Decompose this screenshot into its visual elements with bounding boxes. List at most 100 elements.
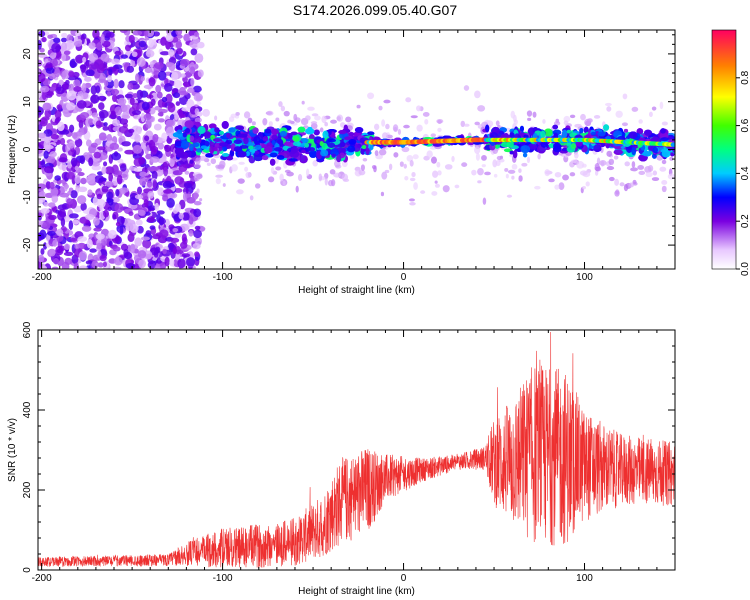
spectrogram-cell (73, 40, 83, 47)
spectrogram-cell (85, 214, 95, 220)
spectrogram-cell (174, 140, 183, 147)
spectrogram-cell (88, 157, 94, 167)
spectrogram-cell (96, 42, 103, 51)
spectrogram-cell (209, 145, 215, 154)
spectrogram-cell (84, 76, 92, 82)
spectrogram-cell (599, 159, 607, 166)
spectrogram-cell (144, 67, 153, 74)
spectrogram-cell (268, 176, 275, 183)
spectrogram-cell (569, 114, 576, 119)
spectrogram-cell (154, 264, 161, 269)
spectrogram-cell (276, 136, 282, 145)
spectrogram-cell (185, 127, 191, 134)
spectrogram-cell (251, 121, 256, 126)
spectrogram-cell (175, 47, 183, 55)
spectrogram-cell (631, 161, 636, 168)
spectrogram-cell (57, 121, 65, 132)
spectrogram-cell (74, 138, 83, 148)
spectrogram-cell (312, 160, 319, 167)
spectrogram-cell (56, 104, 63, 110)
spectrogram-cell (170, 71, 179, 81)
spectrogram-cell (123, 248, 129, 258)
spectrogram-cell (235, 125, 243, 130)
spectrogram-cell (628, 182, 635, 188)
spectrogram-cell (322, 130, 329, 139)
spectrogram-cell (82, 56, 87, 63)
spectrogram-cell (451, 155, 455, 163)
spectrogram-cell (41, 36, 47, 43)
spectrogram-cell (77, 236, 88, 242)
page-title: S174.2026.099.05.40.G07 (292, 2, 458, 18)
spectrogram-cell (108, 229, 117, 239)
spectrogram-cell (153, 70, 160, 76)
spectrogram-cell (518, 175, 523, 182)
spectrogram-cell (124, 44, 132, 52)
spectrogram-cell (186, 257, 196, 267)
spectrogram-cell (140, 236, 150, 241)
spectrogram-cell (336, 146, 347, 154)
spectrogram-cell (131, 125, 142, 135)
spectrogram-cell (108, 68, 113, 76)
spectrogram-cell (383, 99, 391, 104)
spectrogram-cell (192, 85, 202, 93)
spectrogram-cell (411, 171, 416, 178)
spectrogram-cell (283, 141, 292, 146)
spectrogram-cell (342, 178, 350, 182)
spectrogram-cell (151, 170, 158, 180)
spectrogram-cell (320, 149, 329, 157)
spectrogram-cell (40, 85, 50, 93)
spectrogram-cell (477, 105, 486, 112)
spectrogram-cell (290, 131, 298, 136)
spectrogram-cell (393, 152, 399, 158)
spectrogram-cell (110, 110, 116, 116)
spectrogram-cell (161, 132, 168, 142)
spectrogram-cell (484, 171, 491, 176)
spectrogram-cell (136, 89, 144, 100)
spectrogram-cell (409, 177, 416, 182)
spectrogram-cell (132, 92, 138, 99)
spectrogram-cell (98, 72, 106, 83)
spectrogram-cell (496, 155, 502, 161)
spectrogram-cell (613, 149, 623, 155)
spectrogram-cell (72, 219, 80, 225)
spectrogram-cell (330, 179, 336, 187)
spectrogram-cell (153, 249, 159, 258)
spectrogram-cell (50, 133, 59, 140)
spectrogram-cell (521, 162, 528, 167)
spectrogram-cell (60, 137, 66, 146)
spectrogram-cell (38, 260, 42, 269)
spectrogram-cell (51, 42, 61, 53)
spectrogram-cell (574, 152, 579, 159)
spectrogram-cell (594, 164, 600, 168)
spectrogram-cell (338, 130, 347, 135)
heatmap-y-tick-label: -10 (22, 190, 33, 205)
spectrogram-cell (214, 115, 218, 121)
spectrogram-cell (90, 94, 100, 104)
spectrogram-cell (180, 73, 186, 78)
spectrogram-cell (195, 157, 201, 165)
spectrogram-cell (304, 142, 310, 148)
spectrogram-cell (98, 109, 109, 119)
spectrogram-cell (204, 131, 212, 139)
spectrogram-cell (191, 136, 202, 145)
spectrogram-cell (113, 256, 123, 266)
spectrogram-cell (378, 105, 383, 111)
spectrogram-cell (63, 215, 70, 223)
spectrogram-cell (150, 146, 159, 153)
spectrogram-cell (114, 203, 124, 213)
spectrogram-cell (661, 185, 667, 193)
spectrogram-cell (135, 219, 143, 226)
spectrogram-cell (60, 41, 68, 52)
spectrogram-cell (175, 153, 185, 158)
spectrogram-cell (43, 150, 49, 159)
spectrogram-cell (482, 197, 487, 205)
spectrogram-cell (96, 199, 106, 208)
spectrogram-cell (134, 194, 144, 200)
spectrogram-cell (70, 237, 78, 242)
spectrogram-cell (380, 191, 385, 197)
spectrogram-cell (188, 229, 194, 237)
spectrogram-cell (437, 127, 442, 133)
spectrogram-cell (276, 155, 285, 160)
spectrogram-cell (485, 124, 490, 133)
spectrogram-cell (173, 79, 183, 89)
